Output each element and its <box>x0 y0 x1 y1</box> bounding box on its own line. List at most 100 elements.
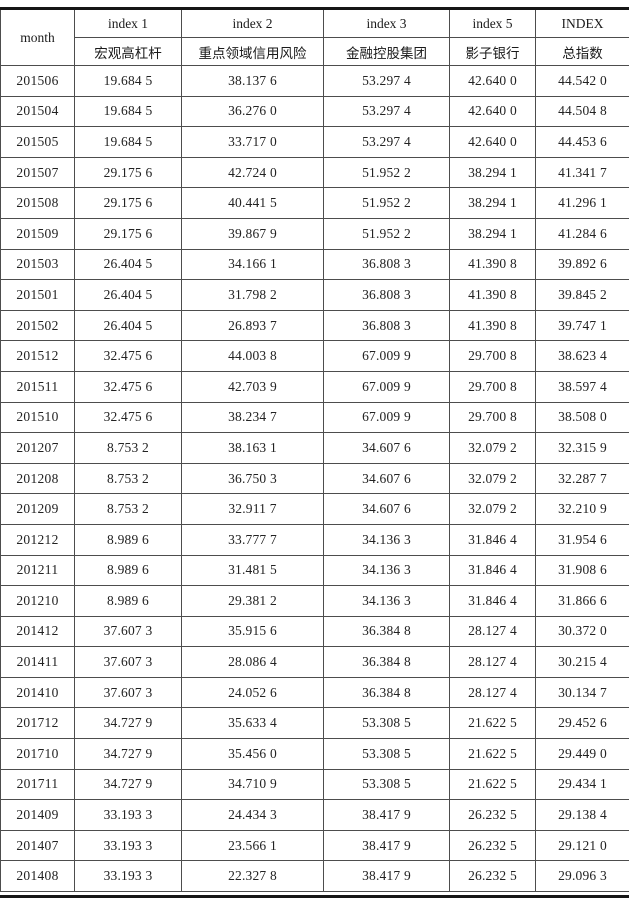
month-cell: 201507 <box>0 156 75 189</box>
table-row: 201412 37.607 3 35.915 6 36.384 8 28.127 4 30… <box>0 615 629 648</box>
value-cell: 31.954 6 <box>535 523 629 556</box>
value-cell: 26.232 5 <box>449 860 536 893</box>
value-cell: 30.134 7 <box>535 676 629 709</box>
header-row-zh: 宏观高杠杆 重点领域信用风险 金融控股集团 影子银行 总指数 <box>1 37 629 66</box>
value-cell: 42.640 0 <box>449 126 536 158</box>
value-cell: 26.232 5 <box>449 829 536 862</box>
value-cell: 36.808 3 <box>323 248 450 281</box>
value-cell: 8.989 6 <box>74 554 182 587</box>
month-cell: 201407 <box>0 829 75 862</box>
table-row: 201508 29.175 6 40.441 5 51.952 2 38.294 1 41… <box>0 187 629 219</box>
table-row: 201209 8.753 2 32.911 7 34.607 6 32.079 2 32.… <box>0 493 629 525</box>
value-cell: 34.607 6 <box>323 462 450 495</box>
value-cell: 29.452 6 <box>535 707 629 740</box>
month-cell: 201207 <box>0 432 75 464</box>
month-cell: 201504 <box>0 95 75 128</box>
header-index3-en: index 3 <box>323 10 450 38</box>
table-row: 201408 33.193 3 22.327 8 38.417 9 26.232 5 29… <box>0 860 629 893</box>
value-cell: 24.052 6 <box>181 676 324 709</box>
value-cell: 21.622 5 <box>449 768 536 801</box>
value-cell: 41.390 8 <box>449 248 536 281</box>
value-cell: 30.215 4 <box>535 646 629 678</box>
value-cell: 51.952 2 <box>323 156 450 189</box>
month-cell: 201512 <box>0 340 75 372</box>
value-cell: 44.003 8 <box>181 340 324 372</box>
value-cell: 24.434 3 <box>181 799 324 831</box>
table-top-rule <box>0 7 629 10</box>
table-row: 201712 34.727 9 35.633 4 53.308 5 21.622 5 29… <box>0 707 629 740</box>
value-cell: 32.475 6 <box>74 401 182 434</box>
value-cell: 34.607 6 <box>323 493 450 525</box>
value-cell: 19.684 5 <box>74 95 182 128</box>
value-cell: 37.607 3 <box>74 676 182 709</box>
value-cell: 39.845 2 <box>535 279 629 311</box>
month-cell: 201208 <box>0 462 75 495</box>
value-cell: 36.276 0 <box>181 95 324 128</box>
value-cell: 36.384 8 <box>323 646 450 678</box>
header-month: month <box>0 10 75 66</box>
value-cell: 31.866 6 <box>535 585 629 617</box>
value-cell: 38.294 1 <box>449 156 536 189</box>
value-cell: 26.404 5 <box>74 248 182 281</box>
value-cell: 29.138 4 <box>535 799 629 831</box>
value-cell: 29.700 8 <box>449 401 536 434</box>
value-cell: 31.481 5 <box>181 554 324 587</box>
value-cell: 28.127 4 <box>449 676 536 709</box>
value-cell: 33.193 3 <box>74 829 182 862</box>
table-row: 201711 34.727 9 34.710 9 53.308 5 21.622 5 29… <box>0 768 629 801</box>
month-cell: 201410 <box>0 676 75 709</box>
header-index1-zh: 宏观高杠杆 <box>74 37 182 66</box>
value-cell: 32.475 6 <box>74 340 182 372</box>
table-row: 201207 8.753 2 38.163 1 34.607 6 32.079 2 32.… <box>0 432 629 464</box>
value-cell: 33.717 0 <box>181 126 324 158</box>
value-cell: 29.434 1 <box>535 768 629 801</box>
header-index-total-zh: 总指数 <box>535 37 629 66</box>
value-cell: 42.724 0 <box>181 156 324 189</box>
value-cell: 32.911 7 <box>181 493 324 525</box>
value-cell: 19.684 5 <box>74 126 182 158</box>
value-cell: 32.079 2 <box>449 462 536 495</box>
value-cell: 41.390 8 <box>449 309 536 342</box>
value-cell: 8.753 2 <box>74 462 182 495</box>
month-cell: 201711 <box>0 768 75 801</box>
value-cell: 32.475 6 <box>74 370 182 403</box>
table-row: 201502 26.404 5 26.893 7 36.808 3 41.390 8 39… <box>0 309 629 342</box>
value-cell: 44.453 6 <box>535 126 629 158</box>
month-cell: 201210 <box>0 585 75 617</box>
value-cell: 42.703 9 <box>181 370 324 403</box>
value-cell: 8.989 6 <box>74 523 182 556</box>
value-cell: 31.846 4 <box>449 554 536 587</box>
value-cell: 38.623 4 <box>535 340 629 372</box>
table-row: 201212 8.989 6 33.777 7 34.136 3 31.846 4 31.… <box>0 523 629 556</box>
month-cell: 201712 <box>0 707 75 740</box>
month-cell: 201509 <box>0 217 75 250</box>
value-cell: 31.846 4 <box>449 585 536 617</box>
value-cell: 38.294 1 <box>449 187 536 219</box>
table-row: 201407 33.193 3 23.566 1 38.417 9 26.232 5 29… <box>0 829 629 862</box>
month-cell: 201506 <box>0 65 75 97</box>
value-cell: 29.175 6 <box>74 217 182 250</box>
header-index5-en: index 5 <box>449 10 536 38</box>
table-row: 201409 33.193 3 24.434 3 38.417 9 26.232 5 29… <box>0 799 629 831</box>
month-cell: 201503 <box>0 248 75 281</box>
value-cell: 38.508 0 <box>535 401 629 434</box>
value-cell: 36.808 3 <box>323 309 450 342</box>
value-cell: 40.441 5 <box>181 187 324 219</box>
table-row: 201210 8.989 6 29.381 2 34.136 3 31.846 4 31.… <box>0 585 629 617</box>
table-row: 201208 8.753 2 36.750 3 34.607 6 32.079 2 32.… <box>0 462 629 495</box>
value-cell: 39.892 6 <box>535 248 629 281</box>
value-cell: 29.449 0 <box>535 738 629 770</box>
value-cell: 33.777 7 <box>181 523 324 556</box>
header-index3-zh: 金融控股集团 <box>323 37 450 66</box>
value-cell: 38.294 1 <box>449 217 536 250</box>
value-cell: 35.456 0 <box>181 738 324 770</box>
value-cell: 35.633 4 <box>181 707 324 740</box>
value-cell: 29.175 6 <box>74 187 182 219</box>
value-cell: 8.753 2 <box>74 493 182 525</box>
value-cell: 29.700 8 <box>449 340 536 372</box>
value-cell: 34.136 3 <box>323 554 450 587</box>
value-cell: 32.210 9 <box>535 493 629 525</box>
value-cell: 8.989 6 <box>74 585 182 617</box>
value-cell: 53.297 4 <box>323 95 450 128</box>
